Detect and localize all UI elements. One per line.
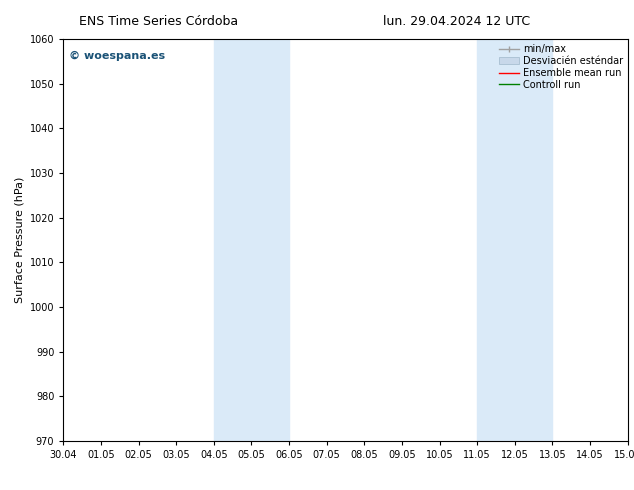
Bar	[477, 39, 552, 441]
Y-axis label: Surface Pressure (hPa): Surface Pressure (hPa)	[14, 177, 24, 303]
Text: ENS Time Series Córdoba: ENS Time Series Córdoba	[79, 15, 238, 28]
Bar	[214, 39, 289, 441]
Legend: min/max, Desviacién esténdar, Ensemble mean run, Controll run: min/max, Desviacién esténdar, Ensemble m…	[498, 42, 624, 92]
Text: © woespana.es: © woespana.es	[69, 51, 165, 61]
Text: lun. 29.04.2024 12 UTC: lun. 29.04.2024 12 UTC	[383, 15, 530, 28]
